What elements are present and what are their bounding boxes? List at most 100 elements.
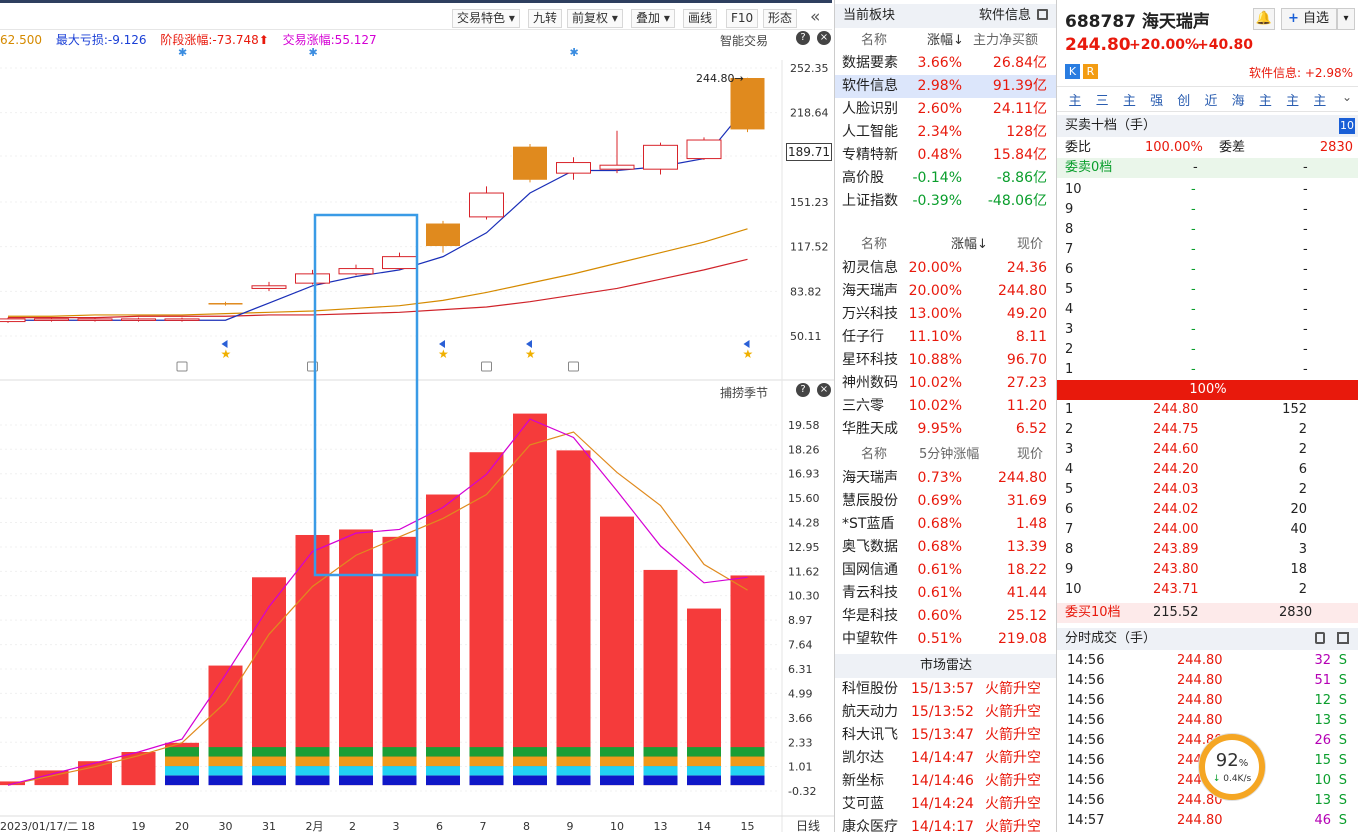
stock-row[interactable]: 初灵信息 20.00% 24.36 (835, 257, 1057, 280)
fast-row[interactable]: 中望软件 0.51% 219.08 (835, 628, 1057, 651)
bid-level-row[interactable]: 6 244.02 20 (1057, 500, 1358, 520)
col-net-buy[interactable]: 主力净买额 (973, 33, 1039, 48)
sector-row[interactable]: 数据要素 3.66% 26.84亿 (835, 52, 1057, 75)
help-icon[interactable]: ? (796, 31, 810, 45)
fast-row[interactable]: 奥飞数据 0.68% 13.39 (835, 536, 1057, 559)
candle-body[interactable] (730, 78, 765, 130)
adjust-mode-button[interactable]: 前复权 ▾ (567, 9, 623, 28)
star-icon[interactable]: ★ (525, 347, 536, 361)
candle-body[interactable] (208, 303, 243, 305)
stock-row[interactable]: 三六零 10.02% 11.20 (835, 395, 1057, 418)
sector-row[interactable]: 人工智能 2.34% 128亿 (835, 121, 1057, 144)
candle-body[interactable] (164, 318, 200, 321)
ask-level-row[interactable]: 4 - - (1057, 300, 1358, 320)
fast-row[interactable]: 国网信通 0.61% 18.22 (835, 559, 1057, 582)
feature-tab[interactable]: 主 (1068, 94, 1082, 109)
stock-row[interactable]: 万兴科技 13.00% 49.20 (835, 303, 1057, 326)
candle-body[interactable] (338, 268, 374, 275)
ask-level-row[interactable]: 6 - - (1057, 260, 1358, 280)
event-marker-icon[interactable] (568, 361, 579, 372)
feature-tab[interactable]: 主 (1286, 94, 1300, 109)
radar-row[interactable]: 凯尔达 14/14:47 火箭升空 (835, 747, 1057, 770)
candle-body[interactable] (382, 256, 417, 270)
kline-chart[interactable]: 252.35218.64185.93151.23117.5283.8250.11… (0, 30, 834, 832)
draw-line-button[interactable]: 画线 (683, 9, 718, 28)
candle-body[interactable] (34, 318, 69, 321)
bid-level-row[interactable]: 10 243.71 2 (1057, 580, 1358, 600)
double-chevron-left-icon[interactable]: « (810, 7, 821, 27)
help-icon-2[interactable]: ? (796, 383, 810, 397)
f10-button[interactable]: F10 (726, 9, 759, 28)
candle-body[interactable] (599, 164, 635, 170)
indicator-bar[interactable] (0, 781, 25, 786)
bid-level-row[interactable]: 2 244.75 2 (1057, 420, 1358, 440)
candle-body[interactable] (77, 318, 113, 321)
ask-level-row[interactable]: 10 - - (1057, 180, 1358, 200)
sector-right-label[interactable]: 软件信息 (979, 8, 1032, 23)
indicator-bar[interactable] (382, 536, 417, 786)
overlay-button[interactable]: 叠加 ▾ (631, 9, 675, 28)
col-name[interactable]: 名称 (861, 447, 888, 462)
star-icon[interactable]: ★ (221, 347, 232, 361)
pattern-button[interactable]: 形态 (763, 9, 798, 28)
bid-level-row[interactable]: 3 244.60 2 (1057, 440, 1358, 460)
close-icon[interactable]: × (817, 31, 831, 45)
radar-row[interactable]: 航天动力 15/13:52 火箭升空 (835, 701, 1057, 724)
feature-tab[interactable]: 三 (1095, 94, 1109, 109)
bid-level-row[interactable]: 7 244.00 40 (1057, 520, 1358, 540)
chevron-down-icon[interactable]: ⌄ (1342, 90, 1353, 104)
indicator-bar[interactable] (513, 413, 547, 786)
event-marker-icon[interactable] (176, 361, 188, 372)
bid-level-row[interactable]: 4 244.20 6 (1057, 460, 1358, 480)
feature-tab[interactable]: 近 (1204, 94, 1218, 109)
bid-level-row[interactable]: 9 243.80 18 (1057, 560, 1358, 580)
ask-level-row[interactable]: 1 - - (1057, 360, 1358, 380)
chevron-down-icon[interactable]: ▾ (1337, 8, 1355, 30)
feature-tab[interactable]: 主 (1313, 94, 1327, 109)
expand-icon[interactable] (1037, 9, 1048, 20)
radar-row[interactable]: 科大讯飞 15/13:47 火箭升空 (835, 724, 1057, 747)
fast-row[interactable]: 华是科技 0.60% 25.12 (835, 605, 1057, 628)
ask-level-row[interactable]: 8 - - (1057, 220, 1358, 240)
stock-row[interactable]: 任子行 11.10% 8.11 (835, 326, 1057, 349)
ask-level-row[interactable]: 7 - - (1057, 240, 1358, 260)
tag-k[interactable]: K (1065, 64, 1080, 79)
candle-body[interactable] (469, 192, 504, 218)
col-price[interactable]: 现价 (1017, 237, 1044, 252)
nine-turn-button[interactable]: 九转 (528, 9, 563, 28)
col-5min-change[interactable]: 5分钟涨幅 (919, 447, 980, 462)
stock-row[interactable]: 神州数码 10.02% 27.23 (835, 372, 1057, 395)
radar-row[interactable]: 新坐标 14/14:46 火箭升空 (835, 770, 1057, 793)
feature-tab[interactable]: 主 (1258, 94, 1272, 109)
radar-row[interactable]: 科恒股份 15/13:57 火箭升空 (835, 678, 1057, 701)
indicator-bar[interactable] (556, 450, 591, 786)
fast-row[interactable]: 慧辰股份 0.69% 31.69 (835, 490, 1057, 513)
bid-level-row[interactable]: 1 244.80 152 (1057, 400, 1358, 420)
col-name[interactable]: 名称 (861, 33, 888, 48)
indicator-bar[interactable] (600, 516, 634, 786)
ask-level-row[interactable]: 9 - - (1057, 200, 1358, 220)
speed-gauge[interactable]: 92% ↓ 0.4K/s (1199, 734, 1265, 800)
fast-row[interactable]: 海天瑞声 0.73% 244.80 (835, 467, 1057, 490)
candle-body[interactable] (251, 285, 287, 289)
candle-body[interactable] (513, 146, 547, 180)
close-icon-2[interactable]: × (817, 383, 831, 397)
stock-row[interactable]: 海天瑞声 20.00% 244.80 (835, 280, 1057, 303)
tag-r[interactable]: R (1083, 64, 1098, 79)
add-watchlist-button[interactable]: + 自选 (1281, 8, 1337, 30)
trade-features-button[interactable]: 交易特色 ▾ (452, 9, 520, 28)
feature-tab[interactable]: 主 (1122, 94, 1136, 109)
fast-row[interactable]: *ST蓝盾 0.68% 1.48 (835, 513, 1057, 536)
event-marker-icon[interactable] (481, 361, 492, 372)
star-icon[interactable]: ★ (743, 347, 754, 361)
bid-level-row[interactable]: 5 244.03 2 (1057, 480, 1358, 500)
stock-row[interactable]: 华胜天成 9.95% 6.52 (835, 418, 1057, 441)
col-change[interactable]: 涨幅↓ (951, 237, 988, 252)
indicator-bar[interactable] (34, 770, 69, 786)
star-icon[interactable]: ★ (438, 347, 449, 361)
candle-body[interactable] (426, 223, 460, 247)
sector-row[interactable]: 专精特新 0.48% 15.84亿 (835, 144, 1057, 167)
sector-row[interactable]: 人脸识别 2.60% 24.11亿 (835, 98, 1057, 121)
ask-level-row[interactable]: 5 - - (1057, 280, 1358, 300)
radar-row[interactable]: 康众医疗 14/14:17 火箭升空 (835, 816, 1057, 832)
